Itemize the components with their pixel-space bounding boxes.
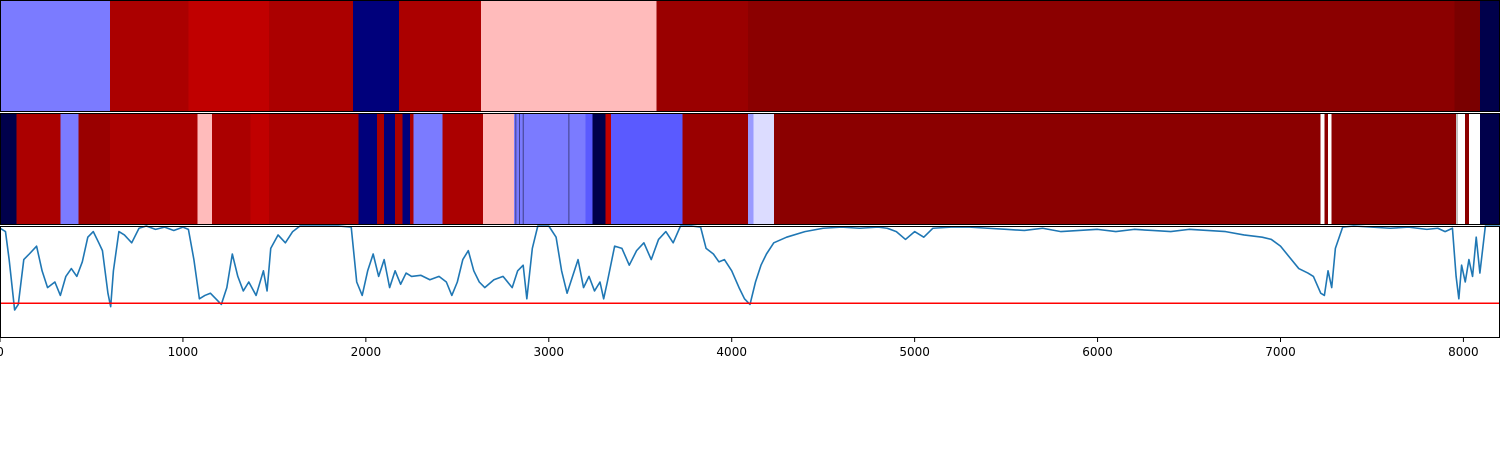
top-segment-7 [656, 0, 749, 112]
top-segment-1 [109, 0, 189, 112]
bottom-segment-21 [585, 113, 593, 225]
top-segment-10 [1479, 0, 1500, 112]
bottom-segment-23 [605, 113, 611, 225]
signal-panel [0, 225, 1500, 311]
bottom-segment-11 [384, 113, 396, 225]
bottom-segment-24 [610, 113, 683, 225]
bottom-segment-14 [409, 113, 414, 225]
bottom-segment-2 [60, 113, 79, 225]
x-tick-label-3: 3000 [534, 345, 565, 359]
bottom-segment-8 [268, 113, 359, 225]
bottom-segment-17 [482, 113, 515, 225]
top-segment-3 [268, 0, 354, 112]
bottom-segment-32 [1331, 113, 1457, 225]
bottom-segment-19 [526, 113, 568, 225]
bottom-segment-22 [592, 113, 606, 225]
bottom-segment-4 [109, 113, 198, 225]
bottom-segment-28 [773, 113, 1321, 225]
bottom-segment-26 [748, 113, 754, 225]
bottom-segment-15 [413, 113, 443, 225]
bottom-segment-29 [1320, 113, 1325, 225]
bottom-segment-18 [514, 113, 527, 225]
bottom-segment-34 [1465, 113, 1469, 225]
bottom-segment-13 [402, 113, 410, 225]
top-segment-4 [353, 0, 399, 112]
bottom-segment-1 [16, 113, 61, 225]
segmentation-panel-top [0, 0, 1500, 112]
top-segment-0 [0, 0, 110, 112]
segmentation-panel-bottom [0, 113, 1500, 225]
x-tick-label-5: 5000 [899, 345, 930, 359]
x-tick-label-2: 2000 [351, 345, 382, 359]
bottom-segment-33 [1456, 113, 1466, 225]
bottom-segment-6 [212, 113, 251, 225]
bottom-segment-27 [753, 113, 774, 225]
x-axis: 0 1000 2000 3000 4000 5000 6000 7000 8000 [0, 338, 1479, 359]
top-segment-8 [748, 0, 1455, 112]
bottom-segment-31 [1328, 113, 1332, 225]
bottom-segment-35 [1468, 113, 1480, 225]
bottom-segment-16 [442, 113, 483, 225]
x-tick-label-8: 8000 [1448, 345, 1479, 359]
bottom-segment-9 [358, 113, 377, 225]
bottom-segment-7 [250, 113, 269, 225]
x-tick-label-1: 1000 [168, 345, 199, 359]
signal-line [0, 225, 1500, 311]
bottom-segment-3 [78, 113, 110, 225]
bottom-segment-5 [197, 113, 213, 225]
bottom-segment-12 [395, 113, 403, 225]
top-segment-2 [188, 0, 269, 112]
top-segment-9 [1454, 0, 1480, 112]
x-tick-label-6: 6000 [1082, 345, 1113, 359]
top-segment-6 [481, 0, 657, 112]
bottom-segment-10 [376, 113, 385, 225]
x-tick-label-4: 4000 [716, 345, 747, 359]
bottom-segment-30 [1324, 113, 1329, 225]
x-tick-label-0: 0 [0, 345, 4, 359]
bottom-segment-36 [1479, 113, 1500, 225]
top-segment-5 [398, 0, 482, 112]
x-tick-label-7: 7000 [1265, 345, 1296, 359]
bottom-segment-20 [567, 113, 586, 225]
panel-frame-3 [0, 226, 1500, 338]
bottom-segment-0 [0, 113, 17, 225]
bottom-segment-25 [682, 113, 749, 225]
